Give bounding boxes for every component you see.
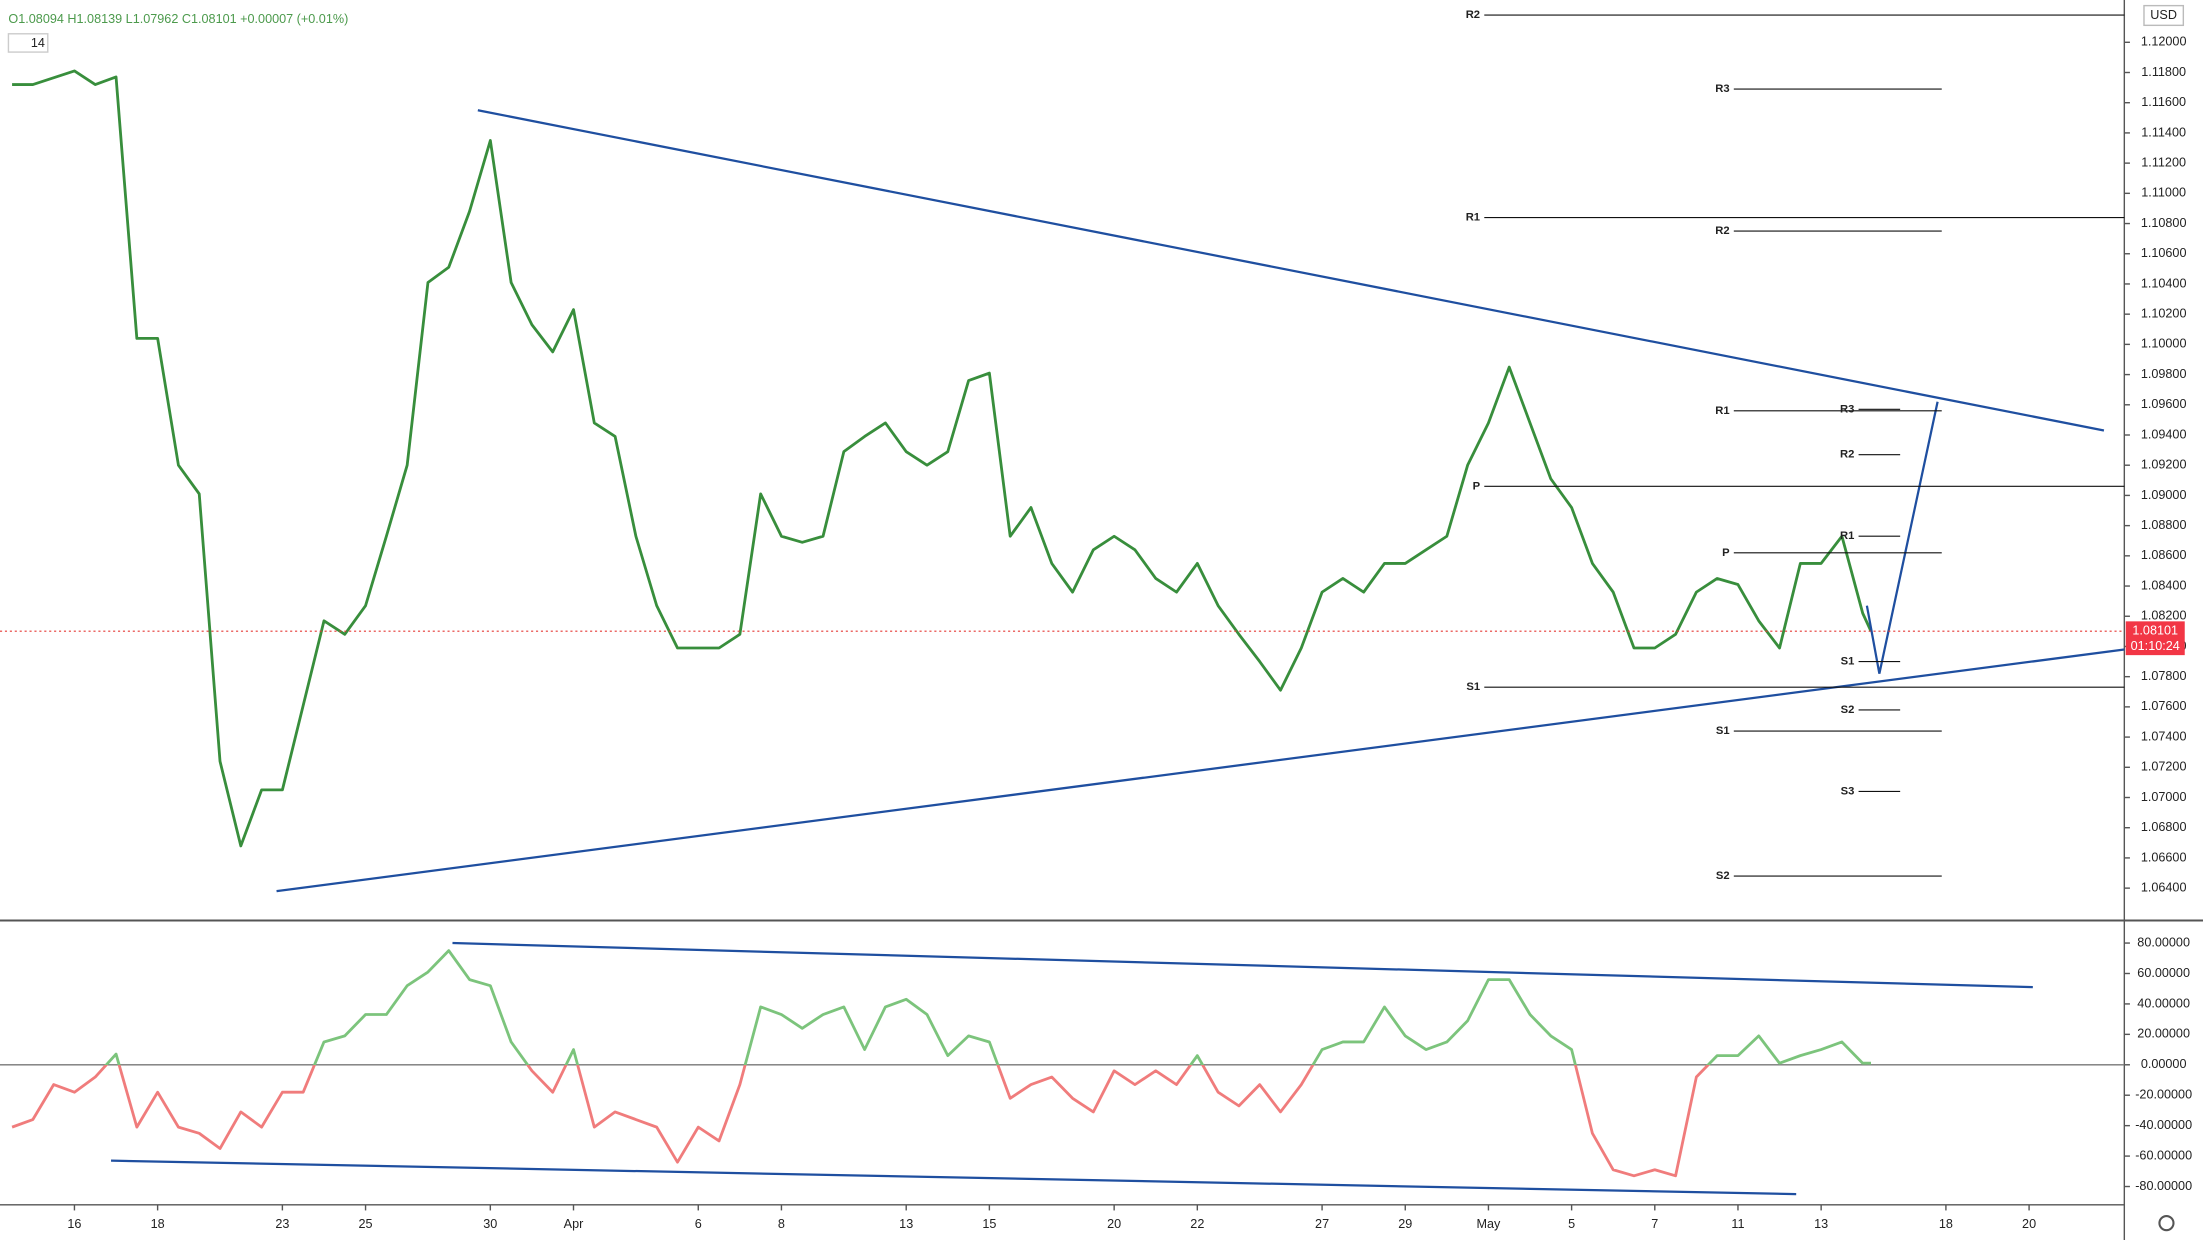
pivot-label: R2 bbox=[1466, 9, 1480, 21]
y-tick-label: 20.00000 bbox=[2137, 1027, 2190, 1041]
y-tick-label: 60.00000 bbox=[2137, 966, 2190, 980]
y-tick-label: 1.12000 bbox=[2141, 35, 2187, 49]
pivot-label: S2 bbox=[1841, 704, 1855, 716]
y-tick-label: 40.00000 bbox=[2137, 996, 2190, 1010]
y-tick-label: 1.10400 bbox=[2141, 276, 2187, 290]
y-tick-label: 1.06600 bbox=[2141, 850, 2187, 864]
trend-line bbox=[452, 941, 2033, 989]
y-tick-label: 1.10000 bbox=[2141, 337, 2187, 351]
y-tick-label: 0.00000 bbox=[2141, 1057, 2187, 1071]
ohlc-legend: O1.08094 H1.08139 L1.07962 C1.08101 +0.0… bbox=[8, 12, 348, 26]
pivot-label: S1 bbox=[1466, 681, 1480, 693]
pivot-label: P bbox=[1722, 547, 1730, 559]
x-tick-label: 15 bbox=[982, 1217, 996, 1231]
pivot-label: P bbox=[1473, 480, 1481, 492]
y-tick-label: 1.10800 bbox=[2141, 216, 2187, 230]
x-tick-label: 20 bbox=[1107, 1217, 1121, 1231]
current-price-label: 1.08101 bbox=[2132, 624, 2178, 638]
indicator-box[interactable] bbox=[7, 33, 49, 53]
y-tick-label: 1.07400 bbox=[2141, 729, 2187, 743]
y-tick-label: 1.09600 bbox=[2141, 397, 2187, 411]
x-tick-label: 18 bbox=[1939, 1217, 1953, 1231]
x-tick-label: 13 bbox=[899, 1217, 913, 1231]
x-tick-label: Apr bbox=[564, 1217, 584, 1231]
trend-line bbox=[1865, 401, 1939, 674]
y-tick-label: 1.08200 bbox=[2141, 609, 2187, 623]
y-tick-label: -20.00000 bbox=[2135, 1088, 2192, 1102]
pivot-label: R3 bbox=[1715, 83, 1729, 95]
y-tick-label: 1.11000 bbox=[2141, 186, 2186, 200]
currency-label: USD bbox=[2150, 8, 2177, 22]
x-tick-label: 18 bbox=[151, 1217, 165, 1231]
x-tick-label: 8 bbox=[778, 1217, 785, 1231]
y-tick-label: 1.06400 bbox=[2141, 880, 2187, 894]
y-tick-label: -80.00000 bbox=[2135, 1179, 2192, 1193]
y-tick-label: 1.08400 bbox=[2141, 578, 2187, 592]
x-tick-label: 25 bbox=[359, 1217, 373, 1231]
x-tick-label: 13 bbox=[1814, 1217, 1828, 1231]
x-tick-label: 7 bbox=[1651, 1217, 1658, 1231]
y-tick-label: -40.00000 bbox=[2135, 1118, 2192, 1132]
y-tick-label: -60.00000 bbox=[2135, 1148, 2192, 1162]
trend-line bbox=[477, 109, 2105, 432]
pivot-label: S1 bbox=[1841, 656, 1855, 668]
y-tick-label: 80.00000 bbox=[2137, 935, 2190, 949]
y-tick-label: 1.10600 bbox=[2141, 246, 2187, 260]
pivot-label: R3 bbox=[1840, 403, 1854, 415]
x-tick-label: 22 bbox=[1190, 1217, 1204, 1231]
currency-box[interactable] bbox=[2143, 4, 2185, 27]
pivot-label: S2 bbox=[1716, 870, 1730, 882]
y-tick-label: 1.08600 bbox=[2141, 548, 2187, 562]
y-tick-label: 1.11400 bbox=[2141, 125, 2186, 139]
settings-icon[interactable] bbox=[2158, 1215, 2175, 1232]
x-tick-label: 23 bbox=[275, 1217, 289, 1231]
pivot-label: S1 bbox=[1716, 725, 1730, 737]
current-price-box bbox=[2125, 621, 2185, 656]
y-tick-label: 1.07600 bbox=[2141, 699, 2187, 713]
y-tick-label: 1.06800 bbox=[2141, 820, 2187, 834]
x-tick-label: 16 bbox=[67, 1217, 81, 1231]
y-tick-label: 1.09000 bbox=[2141, 488, 2187, 502]
series-line bbox=[11, 949, 1872, 1178]
y-tick-label: 1.09200 bbox=[2141, 458, 2187, 472]
series-line bbox=[12, 69, 1873, 848]
x-tick-label: 11 bbox=[1731, 1217, 1744, 1231]
y-tick-label: 1.11200 bbox=[2141, 155, 2186, 169]
x-tick-label: 29 bbox=[1398, 1217, 1412, 1231]
y-tick-label: 1.11600 bbox=[2141, 95, 2186, 109]
x-tick-label: 20 bbox=[2022, 1217, 2036, 1231]
x-tick-label: 30 bbox=[483, 1217, 497, 1231]
pivot-label: R2 bbox=[1715, 225, 1729, 237]
pivot-label: R1 bbox=[1466, 211, 1480, 223]
pivot-label: R1 bbox=[1840, 530, 1854, 542]
y-tick-label: 1.07800 bbox=[2141, 669, 2187, 683]
countdown-label: 01:10:24 bbox=[2131, 639, 2180, 653]
y-tick-label: 1.08800 bbox=[2141, 518, 2187, 532]
x-tick-label: 5 bbox=[1568, 1217, 1575, 1231]
x-tick-label: May bbox=[1477, 1217, 1502, 1231]
y-tick-label: 1.09400 bbox=[2141, 427, 2187, 441]
pivot-label: S3 bbox=[1841, 785, 1855, 797]
indicator-label: 14 bbox=[31, 36, 45, 50]
trend-line bbox=[276, 648, 2125, 893]
y-tick-label: 1.07000 bbox=[2141, 790, 2187, 804]
x-tick-label: 27 bbox=[1315, 1217, 1329, 1231]
y-tick-label: 1.07200 bbox=[2141, 760, 2187, 774]
y-tick-label: 1.11800 bbox=[2141, 65, 2186, 79]
y-tick-label: 1.09800 bbox=[2141, 367, 2187, 381]
y-tick-label: 1.10200 bbox=[2141, 307, 2187, 321]
trend-line bbox=[111, 1159, 1797, 1196]
pivot-label: R2 bbox=[1840, 449, 1854, 461]
pivot-label: R1 bbox=[1715, 405, 1729, 417]
x-tick-label: 6 bbox=[695, 1217, 702, 1231]
